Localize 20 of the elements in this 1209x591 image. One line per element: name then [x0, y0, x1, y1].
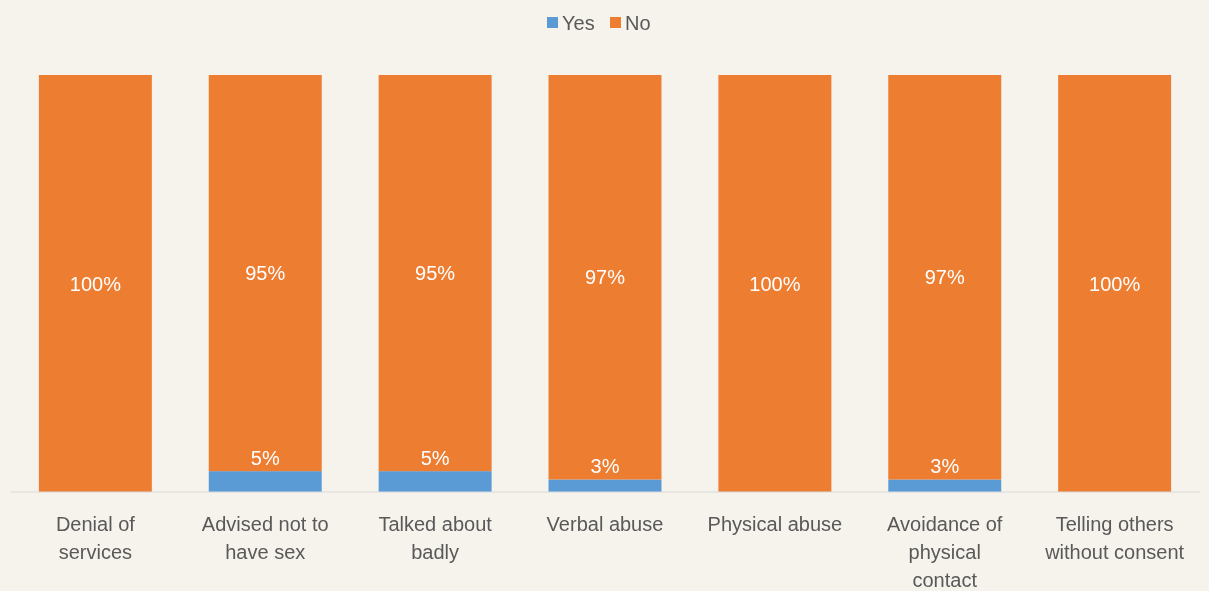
x-tick-label: Telling others without consent — [1044, 513, 1185, 563]
data-label: 100% — [1089, 272, 1141, 295]
legend-label: No — [625, 12, 651, 34]
x-tick-label: Advised not to have sex — [201, 513, 329, 563]
data-label: 5% — [250, 447, 280, 470]
data-label: 97% — [584, 266, 626, 289]
x-tick-label: Verbal abuse — [546, 513, 664, 535]
legend-label: Yes — [562, 12, 595, 34]
x-tick-label: Denial of services — [55, 513, 136, 563]
data-label: 3% — [590, 455, 620, 478]
x-tick-label: Talked about badly — [378, 513, 493, 563]
data-label: 100% — [69, 272, 122, 295]
x-tick-label: Physical abuse — [707, 513, 843, 535]
data-label: 95% — [245, 262, 286, 285]
x-tick-label: Avoidance of physical contact — [887, 513, 1003, 591]
data-label: 3% — [930, 455, 960, 478]
data-label: 95% — [415, 262, 456, 285]
data-label: 97% — [924, 266, 965, 289]
data-label: 5% — [420, 447, 450, 470]
data-label: 100% — [749, 272, 801, 295]
